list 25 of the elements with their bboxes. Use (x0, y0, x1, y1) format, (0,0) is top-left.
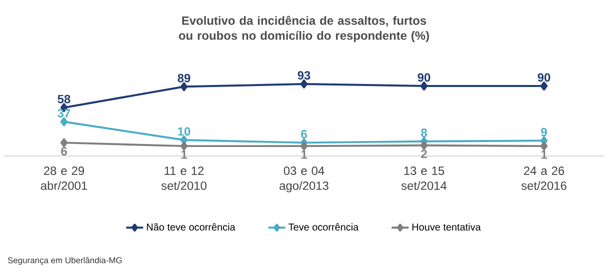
data-label: 10 (178, 127, 190, 136)
data-label: 1 (301, 150, 307, 159)
data-label: 37 (58, 108, 70, 118)
chart-title: Evolutivo da incidência de assaltos, furtos ou roubos no domicílio do respondente (%) (178, 16, 429, 42)
x-tick-label: 13 e 15 set/2014 (401, 166, 447, 190)
data-label: 2 (421, 150, 427, 158)
data-label: 8 (421, 128, 427, 138)
x-tick-label: 03 e 04 ago/2013 (280, 166, 328, 192)
x-tick-label: 28 e 29 abr/2001 (40, 166, 88, 190)
data-label: 9 (541, 128, 547, 136)
legend-label: Houve tentativa (412, 223, 481, 231)
legend-label: Não teve ocorrência (146, 223, 236, 231)
data-label: 6 (61, 147, 67, 156)
data-label: 1 (181, 150, 187, 159)
data-label: 93 (298, 71, 310, 80)
data-label: 89 (178, 74, 190, 82)
x-tick-label: 11 e 12 set/2010 (161, 166, 206, 190)
data-label: 1 (541, 150, 547, 159)
legend-label: Teve ocorrência (288, 223, 359, 231)
text: Segurança em Uberlândia-MG (8, 257, 122, 265)
x-tick-label: 24 a 26 set/2016 (521, 166, 566, 190)
data-label: 6 (301, 130, 307, 138)
data-label: 90 (538, 73, 550, 82)
data-label: 58 (58, 94, 70, 104)
data-label: 90 (418, 73, 430, 82)
